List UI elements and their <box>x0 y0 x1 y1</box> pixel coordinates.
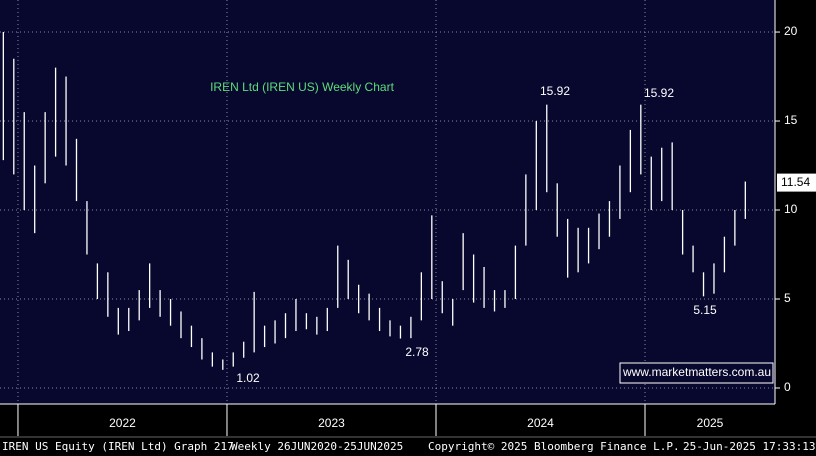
plot-area <box>0 0 775 404</box>
annotation: 15.92 <box>540 84 570 98</box>
x-tick-label: 2025 <box>697 416 724 430</box>
y-tick-label: 20 <box>784 24 798 38</box>
footer-text: Copyright© 2025 Bloomberg Finance L.P. <box>428 440 680 453</box>
annotation: 5.15 <box>693 303 717 317</box>
annotation: 15.92 <box>644 86 674 100</box>
x-axis-area <box>0 404 816 456</box>
footer-text: Weekly 26JUN2020-25JUN2025 <box>231 440 403 453</box>
bars <box>2 32 746 370</box>
chart-title: IREN Ltd (IREN US) Weekly Chart <box>210 80 394 94</box>
y-tick-label: 10 <box>784 202 798 216</box>
watermark-box <box>619 362 774 384</box>
last-price-label: 11.54 <box>781 175 810 189</box>
last-price-box <box>777 173 816 192</box>
y-axis-area <box>775 0 816 404</box>
x-tick-label: 2024 <box>527 416 554 430</box>
y-tick-label: 15 <box>784 113 798 127</box>
footer-text: IREN US Equity (IREN Ltd) Graph 217 <box>2 440 234 453</box>
annotation: 2.78 <box>405 345 429 359</box>
footer-text: 25-Jun-2025 17:33:13 <box>683 440 815 453</box>
x-tick-label: 2022 <box>109 416 136 430</box>
grid <box>0 0 775 404</box>
y-tick-label: 5 <box>784 291 791 305</box>
x-tick-label: 2023 <box>318 416 345 430</box>
y-tick-label: 0 <box>784 380 791 394</box>
annotation: 1.02 <box>236 371 260 385</box>
watermark: www.marketmatters.com.au <box>622 365 771 379</box>
